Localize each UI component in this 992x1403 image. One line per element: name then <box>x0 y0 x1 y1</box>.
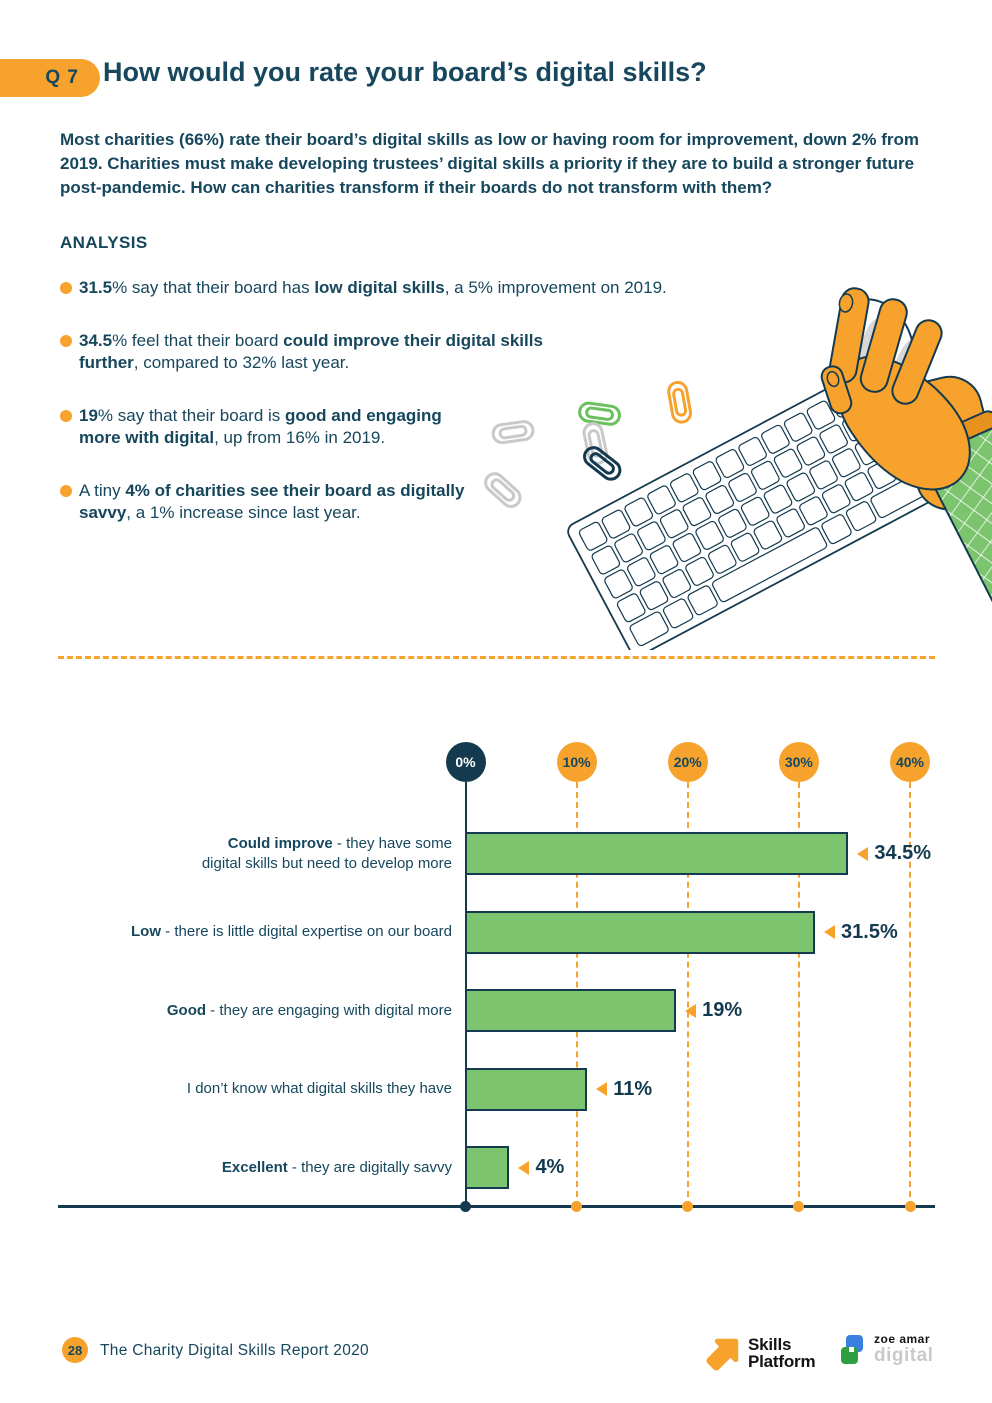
keyboard-icon <box>567 363 946 650</box>
baseline-dot <box>904 1201 916 1212</box>
bar-value-label: 31.5% <box>824 911 898 954</box>
bullet-text: A tiny 4% of charities see their board a… <box>79 481 465 522</box>
bar-value-label: 19% <box>685 989 742 1032</box>
skills-platform-logo: Skills Platform <box>703 1332 816 1374</box>
chart-row: I don’t know what digital skills they ha… <box>0 1067 992 1111</box>
zoe-amar-digital-logo: zoe amar digital <box>836 1333 933 1367</box>
skills-platform-logo-line2: Platform <box>748 1352 816 1371</box>
desk-illustration <box>480 287 992 650</box>
paperclip-icon <box>490 418 536 446</box>
value-marker-icon <box>596 1082 608 1096</box>
bar <box>465 910 816 954</box>
bullet-icon <box>60 335 72 347</box>
bar-value-label: 11% <box>596 1068 652 1111</box>
analysis-bullet: 19% say that their board is good and eng… <box>60 405 720 449</box>
value-marker-icon <box>518 1160 530 1175</box>
chart-row: Could improve - they have some digital sk… <box>0 832 992 875</box>
analysis-bullet: A tiny 4% of charities see their board a… <box>60 480 720 524</box>
footer-report-title: The Charity Digital Skills Report 2020 <box>100 1342 369 1359</box>
bar-chart: 0% 10% 20% 30% 40% Could improve - they have… <box>0 730 992 1230</box>
paperclip-icon <box>576 400 623 427</box>
axis-tick-label: 20% <box>667 742 708 782</box>
bullet-text: 31.5% say that their board has low digit… <box>79 278 667 297</box>
axis-tick-label: 40% <box>890 742 930 782</box>
zoe-amar-logo-icon <box>841 1335 863 1364</box>
bar <box>465 989 677 1032</box>
axis-tick-label: 10% <box>556 742 597 782</box>
analysis-bullet: 34.5% feel that their board could improv… <box>60 330 720 374</box>
skills-platform-arrow-icon <box>706 1338 739 1371</box>
bar-category-label: Good - they are engaging with digital mo… <box>166 1001 452 1019</box>
analysis-bullet-list: 31.5% say that their board has low digit… <box>60 277 720 555</box>
zoe-amar-logo-line2: digital <box>874 1345 934 1366</box>
page-number-badge: 28 <box>62 1337 88 1363</box>
bullet-text: 19% say that their board is good and eng… <box>79 406 442 447</box>
zoe-amar-logo-line1: zoe amar <box>874 1332 931 1346</box>
axis-tick-label: 0% <box>445 742 486 782</box>
baseline-dot <box>682 1201 694 1212</box>
grid-line <box>909 782 911 1207</box>
paperclip-icon <box>480 468 526 512</box>
bullet-text: 34.5% feel that their board could improv… <box>79 331 543 372</box>
question-number-badge: Q 7 <box>0 59 100 97</box>
bar-value-label: 4% <box>518 1146 564 1189</box>
bar <box>465 1146 510 1189</box>
chart-row: Low - there is little digital expertise … <box>0 910 992 954</box>
value-marker-icon <box>824 925 836 939</box>
bar-category-label: I don’t know what digital skills they ha… <box>186 1080 452 1097</box>
grid-line <box>686 782 689 1207</box>
paperclip-icon <box>665 379 694 426</box>
chart-row: Good - they are engaging with digital mo… <box>0 989 992 1032</box>
chart-row: Excellent - they are digitally savvy 4% <box>0 1146 992 1189</box>
bar-value-label: 34.5% <box>857 832 931 875</box>
bar-category-label: Excellent - they are digitally savvy <box>221 1158 452 1176</box>
baseline-dot <box>571 1201 583 1212</box>
grid-line <box>797 782 800 1207</box>
baseline-dot <box>793 1201 805 1212</box>
bar <box>465 1067 588 1111</box>
bullet-icon <box>60 410 72 422</box>
skills-platform-logo-line1: Skills <box>748 1335 792 1354</box>
value-marker-icon <box>857 846 869 861</box>
analysis-heading: ANALYSIS <box>60 233 148 252</box>
intro-paragraph: Most charities (66%) rate their board’s … <box>60 130 919 197</box>
axis-tick-label: 30% <box>778 742 819 782</box>
bar-category-label: Could improve - they have some digital sk… <box>201 834 452 872</box>
bar <box>465 832 849 875</box>
baseline-dot <box>460 1201 471 1212</box>
dashed-divider <box>58 656 935 659</box>
bar-category-label: Low - there is little digital expertise … <box>131 923 452 940</box>
analysis-bullet: 31.5% say that their board has low digit… <box>60 277 720 299</box>
hand-with-mouse-icon <box>820 287 992 650</box>
page-title: How would you rate your board’s digital … <box>103 57 707 87</box>
bullet-icon <box>60 485 72 497</box>
chart-baseline <box>58 1205 935 1208</box>
bullet-icon <box>60 282 72 294</box>
value-marker-icon <box>685 1003 697 1018</box>
